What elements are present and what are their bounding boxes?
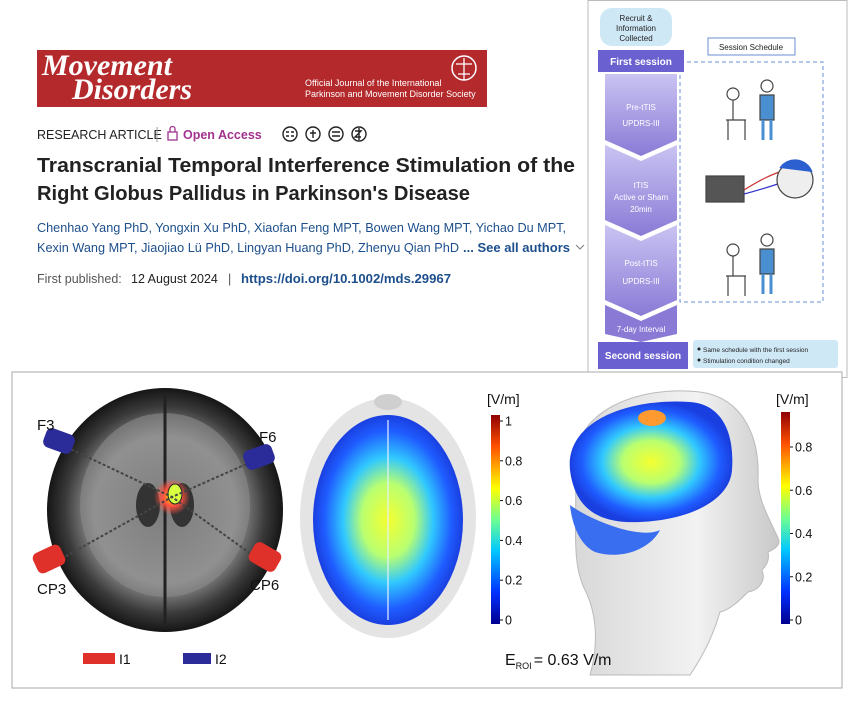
note-text: Stimulation condition changed: [703, 358, 790, 365]
logo-text: Movement: [41, 49, 174, 82]
bullet: [697, 358, 701, 362]
flow-node: [600, 8, 672, 46]
colorbar-tick-label: 0.4: [505, 534, 522, 548]
flow-text: Second session: [605, 351, 681, 362]
colorbar-tick-label: 0.2: [505, 574, 522, 588]
colorbar: [781, 412, 790, 624]
legend-swatch: [83, 653, 115, 664]
flow-node: [598, 342, 688, 369]
legend-swatch: [183, 653, 211, 664]
head-side-view: [569, 390, 780, 676]
flow-step: [605, 305, 677, 342]
electrode-label: F3: [37, 417, 55, 434]
legend-label: I2: [215, 651, 227, 667]
logo-text: Disorders: [71, 73, 192, 106]
colorbar-unit: [V/m]: [776, 391, 809, 407]
lock-icon: [167, 125, 178, 141]
doi-link[interactable]: https://doi.org/10.1002/mds.29967: [241, 272, 451, 286]
flow-text: Post-tTIS: [624, 259, 657, 268]
published-label: First published:: [37, 272, 122, 286]
author-list[interactable]: Chenhao Yang PhD, Yongxin Xu PhD, Xiaofa…: [37, 220, 566, 235]
flowchart: Recruit & Information Collected Session …: [587, 0, 848, 378]
colorbar-tick-label: 0: [795, 614, 802, 628]
colorbar-tick-label: 1: [505, 415, 512, 429]
eroi-value: = 0.63 V/m: [534, 652, 612, 669]
flow-text: Collected: [619, 34, 652, 43]
flow-text: 7-day Interval: [617, 325, 666, 334]
flow-text: Recruit &: [620, 14, 654, 23]
eroi-subscript: ROI: [516, 661, 532, 671]
flow-node: [707, 37, 796, 56]
eroi-annotation: EROI = 0.63 V/m: [505, 652, 612, 671]
colorbar-tick-label: 0.8: [795, 441, 812, 455]
article-title: Right Globus Pallidus in Parkinson's Dis…: [37, 183, 470, 205]
colorbar: [491, 415, 500, 624]
article-type: RESEARCH ARTICLE: [37, 128, 162, 142]
colorbar-unit: [V/m]: [487, 391, 520, 407]
electrode: [32, 428, 282, 574]
flow-text: Session Schedule: [719, 43, 784, 52]
flow-text: UPDRS-III: [622, 119, 659, 128]
electrode-label: CP6: [250, 577, 279, 594]
flow-text: 20min: [630, 205, 652, 214]
license-icons: [282, 126, 367, 142]
journal-banner: Movement Disorders Official Journal of t…: [37, 49, 487, 107]
flow-text: UPDRS-III: [622, 277, 659, 286]
flow-step: [605, 225, 677, 316]
flow-step: [605, 74, 677, 156]
see-all-authors[interactable]: ... See all authors: [463, 240, 570, 255]
flow-text: Information: [616, 24, 656, 33]
separator: |: [228, 272, 231, 286]
flow-node: [598, 50, 684, 72]
flow-step: [605, 145, 677, 236]
colorbar-tick-label: 0.4: [795, 527, 812, 541]
colorbar-tick-label: 0.6: [505, 494, 522, 508]
note-text: Same schedule with the first session: [703, 347, 809, 354]
society-text: Official Journal of the International: [305, 78, 441, 88]
society-text: Parkinson and Movement Disorder Society: [305, 89, 476, 99]
bullet: [697, 347, 701, 351]
illustration: [705, 79, 814, 296]
schedule-box: [679, 61, 824, 303]
electrode-label: CP3: [37, 581, 66, 598]
flow-text: Pre-tTIS: [626, 103, 656, 112]
colorbar-tick-label: 0.2: [795, 570, 812, 584]
eroi-symbol: E: [505, 652, 516, 669]
note-box: [693, 340, 838, 368]
head-top-view: [300, 394, 476, 638]
banner-bg: [37, 50, 487, 107]
flow-text: tTIS: [634, 181, 649, 190]
colorbar-tick-label: 0.6: [795, 484, 812, 498]
chevron: [575, 244, 585, 250]
published-date: 12 August 2024: [131, 272, 218, 286]
flow-text: First session: [610, 57, 672, 68]
flow-text: Active or Sham: [614, 193, 669, 202]
colorbar-tick-label: 0.8: [505, 454, 522, 468]
author-list[interactable]: Kexin Wang MPT, Jiaojiao Lü PhD, Lingyan…: [37, 240, 459, 255]
open-access[interactable]: Open Access: [183, 128, 262, 142]
electrode-label: F6: [259, 429, 277, 446]
mri-image: [32, 388, 283, 632]
article-title: Transcranial Temporal Interference Stimu…: [37, 155, 575, 177]
figure-panel: F3 F6 CP3 CP6 I1 I2 [V/m] [V/m] EROI = 0.…: [11, 371, 843, 689]
legend-label: I1: [119, 651, 131, 667]
colorbar-tick-label: 0: [505, 614, 512, 628]
society-emblem: [456, 58, 472, 80]
